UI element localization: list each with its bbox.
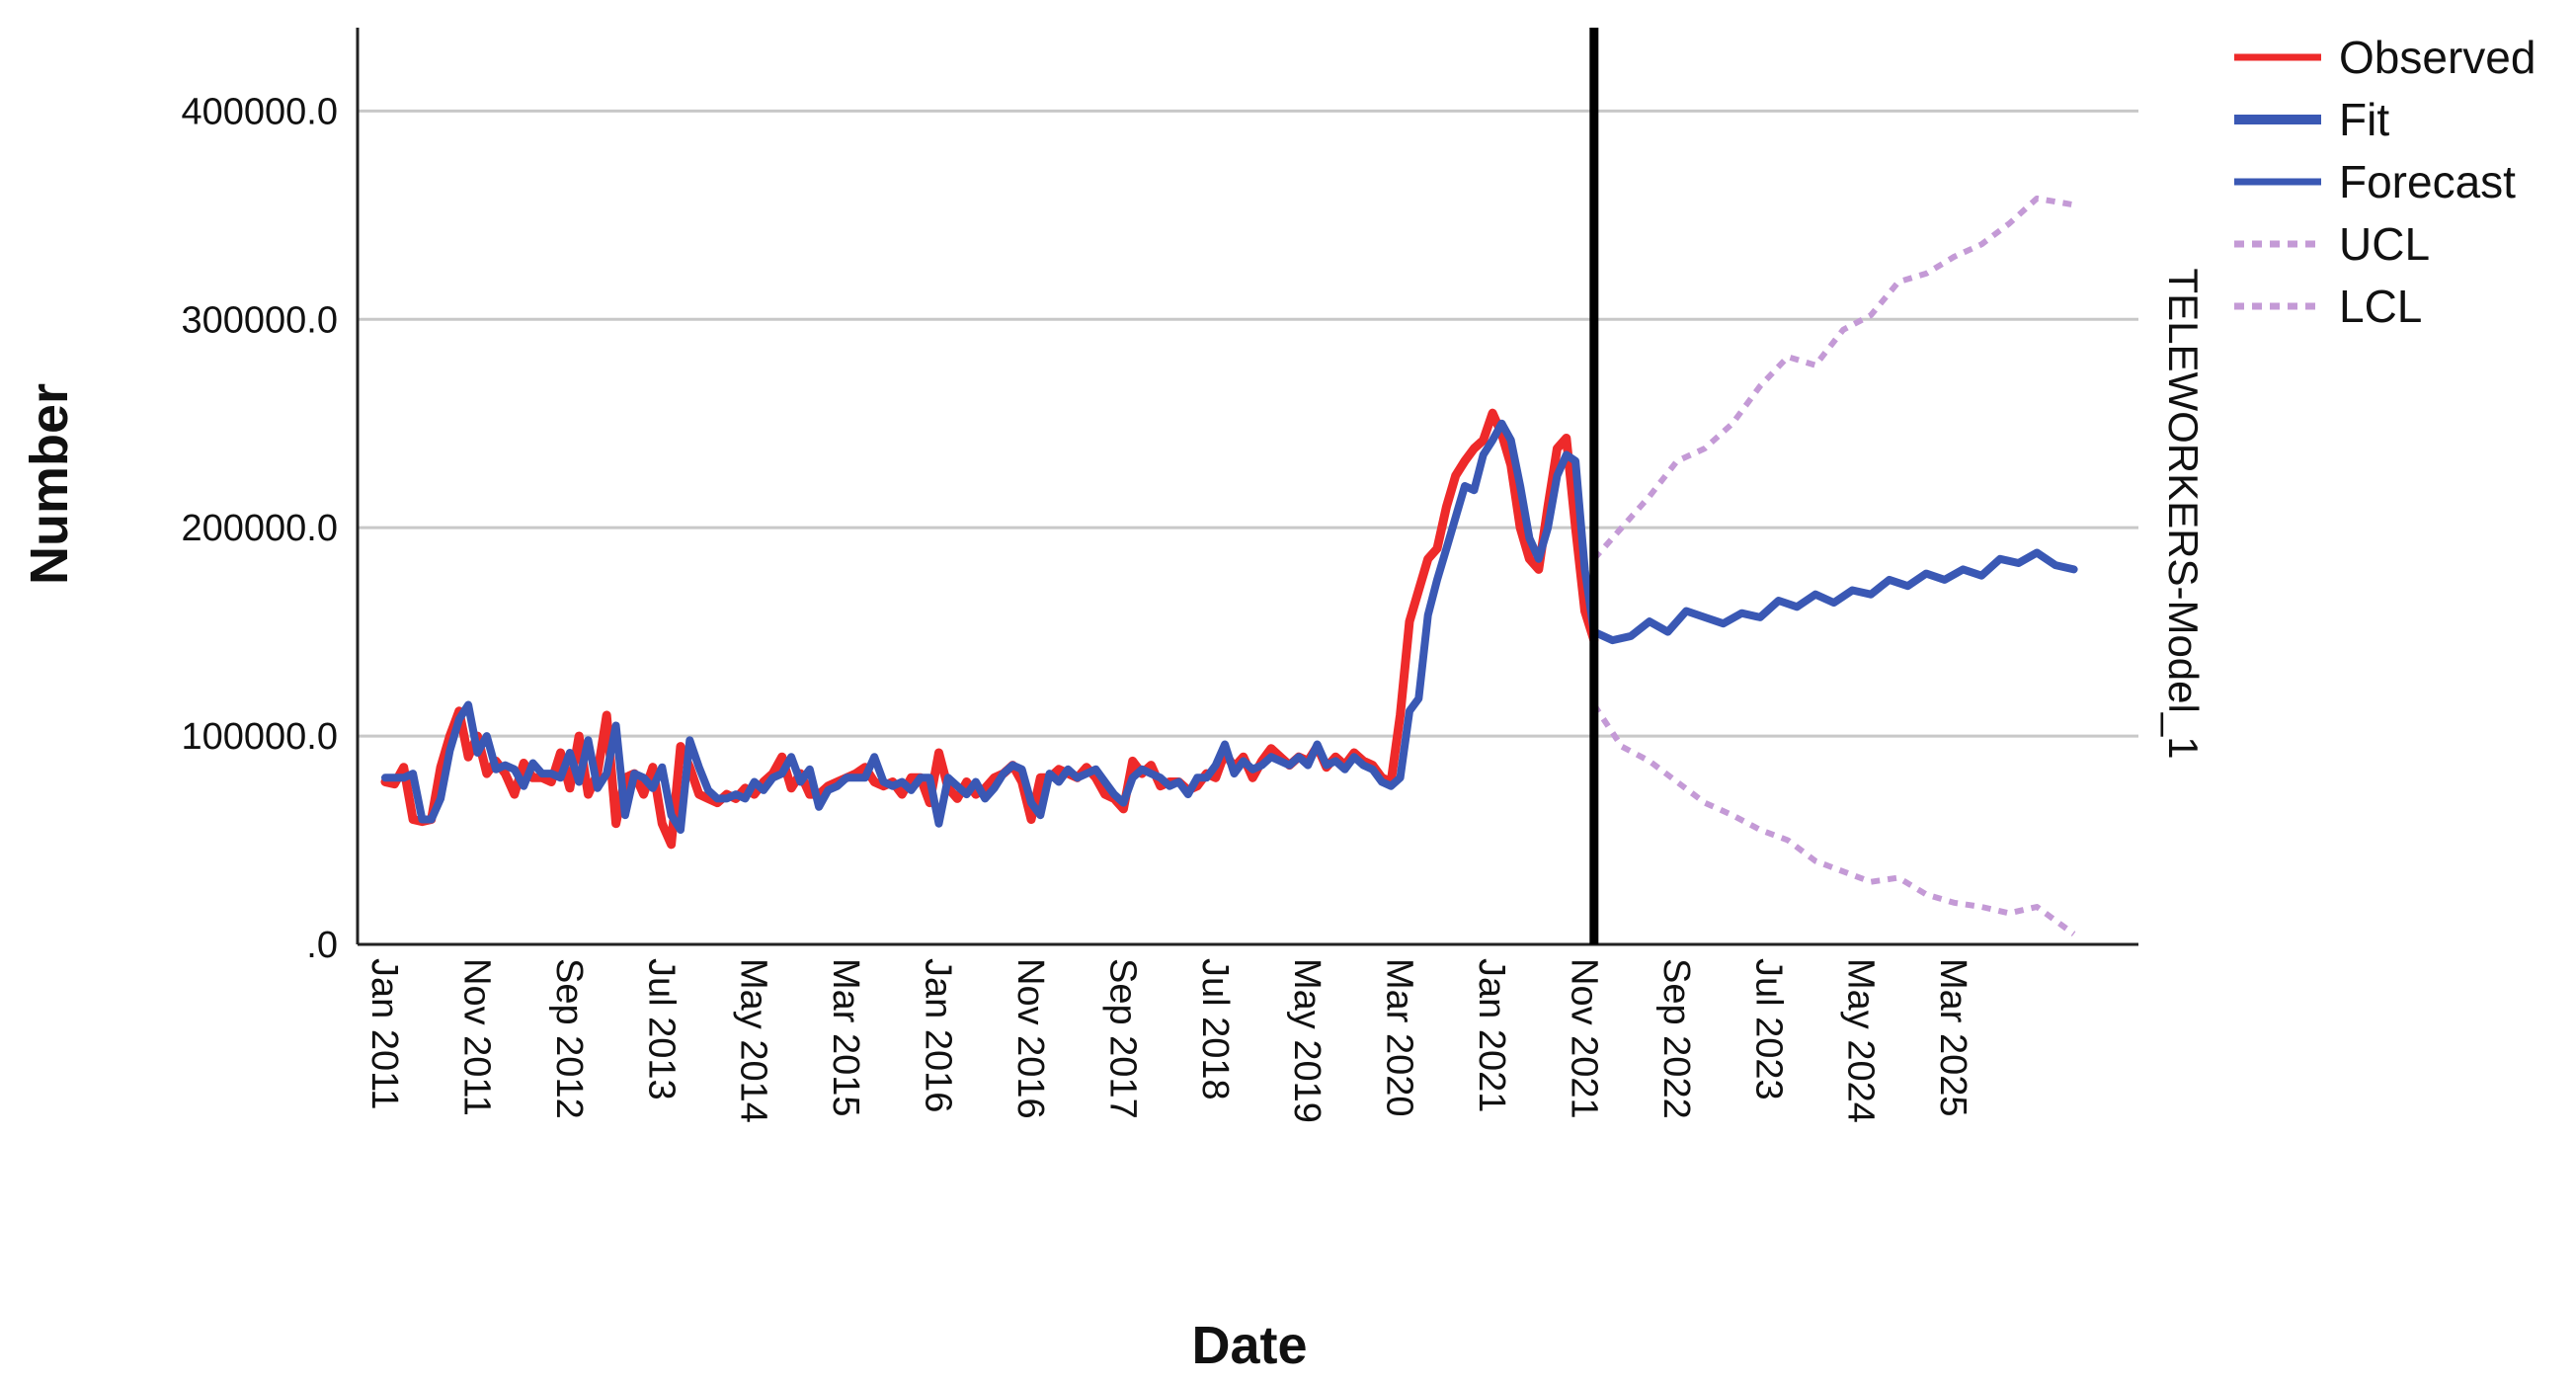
x-tick-label: Nov 2011 xyxy=(455,958,497,1116)
x-tick-label: Jan 2011 xyxy=(363,958,405,1110)
x-tick-label: May 2019 xyxy=(1286,958,1328,1123)
x-tick-label: Mar 2015 xyxy=(825,958,866,1117)
x-tick-label: Jan 2016 xyxy=(918,958,959,1112)
x-tick-label: May 2024 xyxy=(1840,958,1882,1123)
x-tick-label: Mar 2025 xyxy=(1932,958,1973,1117)
y-tick-label: 200000.0 xyxy=(182,508,339,549)
y-tick-label: 400000.0 xyxy=(182,91,339,132)
x-tick-label: Sep 2022 xyxy=(1655,958,1697,1119)
x-tick-label: Jul 2023 xyxy=(1747,958,1789,1100)
model-side-label: TELEWORKERS-Model_1 xyxy=(2160,268,2207,759)
axes xyxy=(356,28,2138,946)
series-line-fit xyxy=(381,419,1598,834)
series-line-forecast xyxy=(1589,548,2078,645)
x-axis-title: Date xyxy=(1191,1316,1307,1375)
x-tick-label: Mar 2020 xyxy=(1379,958,1420,1117)
y-axis-title: Number xyxy=(20,383,79,585)
legend-label-lcl: LCL xyxy=(2339,281,2422,332)
x-tick-label: Jan 2021 xyxy=(1471,958,1512,1112)
x-tick-label: Sep 2012 xyxy=(548,958,590,1119)
x-tick-label: May 2014 xyxy=(733,958,774,1123)
legend-label-forecast: Forecast xyxy=(2339,156,2516,207)
y-tick-label: .0 xyxy=(306,925,338,966)
series-lines xyxy=(380,195,2078,936)
x-tick-label: Jul 2018 xyxy=(1194,958,1236,1100)
y-tick-label: 300000.0 xyxy=(182,299,339,341)
legend-label-ucl: UCL xyxy=(2339,218,2430,270)
legend: Observed Fit Forecast UCL LCL xyxy=(2234,32,2536,332)
tick-labels: .0 100000.0 200000.0 300000.0 400000.0 Jan 20… xyxy=(182,91,1974,1123)
x-tick-label: Sep 2017 xyxy=(1101,958,1143,1119)
legend-label-fit: Fit xyxy=(2339,94,2389,145)
y-tick-label: 100000.0 xyxy=(182,716,339,758)
legend-label-observed: Observed xyxy=(2339,32,2536,83)
series-line-lcl xyxy=(1591,702,2076,936)
gridlines xyxy=(358,109,2138,738)
series-line-ucl xyxy=(1591,195,2075,561)
x-tick-label: Nov 2016 xyxy=(1009,958,1051,1119)
x-tick-label: Nov 2021 xyxy=(1563,958,1604,1119)
series-line-observed xyxy=(380,408,1599,850)
x-tick-label: Jul 2013 xyxy=(640,958,682,1100)
